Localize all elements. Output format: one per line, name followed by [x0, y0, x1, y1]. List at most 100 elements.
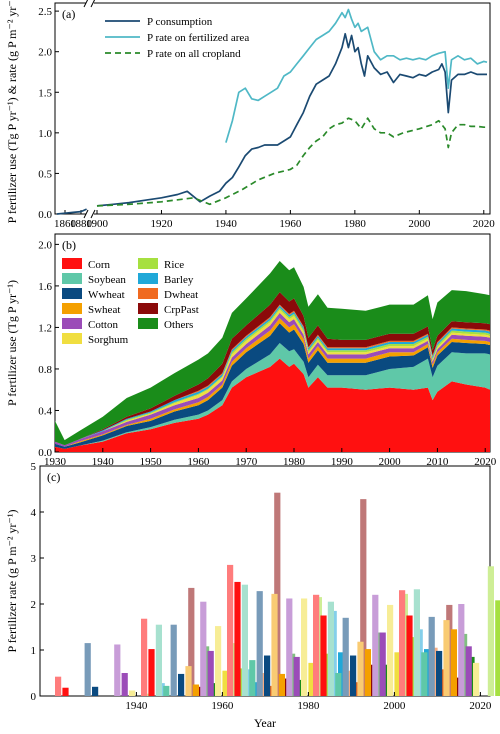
- bar-swheat: [450, 629, 457, 696]
- bar-wwheat: [350, 655, 357, 696]
- bar-cotton-pale: [372, 594, 379, 696]
- x-tick-label: 2020: [469, 700, 492, 712]
- bar-cotton: [379, 632, 386, 696]
- legend-swatch: [62, 333, 82, 344]
- y-tick-label: 0: [31, 691, 37, 703]
- x-tick-label: 1960: [187, 456, 210, 468]
- axis-break-mark: [90, 0, 96, 8]
- x-tick-label: 2020: [474, 456, 497, 468]
- x-tick-label: 1930: [44, 456, 67, 468]
- area-cotton: [55, 312, 490, 447]
- x-tick-label: 1980: [344, 218, 367, 230]
- legend-label: CrpPast: [164, 304, 199, 316]
- legend-label: Sorghum: [88, 334, 129, 346]
- bar-corn: [320, 615, 327, 696]
- bar-swheat: [192, 684, 199, 696]
- bar-swheat-pale: [357, 641, 364, 696]
- axis-break-mark: [90, 209, 96, 219]
- bar-wwheat-pale: [256, 591, 263, 696]
- bar-swheat: [278, 673, 285, 696]
- panel-a-consumption-and-rate: (a) P fertilizer use (Tg P yr⁻¹) & rate …: [5, 0, 495, 230]
- bar-crppast-pale: [360, 499, 367, 696]
- bar-sorghum: [308, 662, 315, 696]
- bar-cotton-pale: [200, 601, 207, 696]
- bar-soybean-pale: [155, 624, 162, 696]
- panel-c-ylabel: P fertilizer rate (g P m⁻² yr⁻¹): [5, 510, 19, 653]
- series-line-p-consumption: [56, 208, 87, 215]
- panel-a-ylabel: P fertilizer use (Tg P yr⁻¹) & rate (g P…: [5, 0, 19, 223]
- y-tick-label: 0.0: [38, 447, 52, 459]
- y-tick-label: 1.5: [38, 87, 52, 99]
- bar-wwheat: [92, 686, 99, 696]
- y-tick-label: 0.8: [38, 364, 52, 376]
- x-tick-label: 1940: [92, 456, 115, 468]
- axis-break-mark: [83, 0, 89, 8]
- legend-swatch: [138, 258, 158, 269]
- x-tick-label: 1980: [283, 456, 306, 468]
- y-tick-label: 3: [31, 553, 37, 565]
- x-tick-label: 1900: [86, 218, 109, 230]
- y-tick-label: 1: [31, 645, 37, 657]
- series-line-p-consumption: [96, 32, 487, 207]
- panel-c-label: (c): [47, 470, 60, 484]
- bar-soybean-pale: [241, 584, 248, 696]
- area-swheat: [55, 318, 490, 447]
- panel-c-bars: [55, 492, 500, 696]
- y-tick-label: 1.6: [38, 281, 52, 293]
- bar-cotton-pale: [286, 598, 293, 696]
- x-tick-label: 1860: [54, 218, 77, 230]
- legend-swatch: [62, 258, 82, 269]
- panel-b-crop-stacked-area: (b) P fertilizer use (Tg P yr⁻¹) 0.00.40…: [5, 233, 497, 468]
- bar-soybean-pale: [327, 601, 334, 696]
- legend-swatch: [138, 273, 158, 284]
- legend-label: P rate on all cropland: [147, 48, 241, 60]
- x-tick-label: 1990: [331, 456, 354, 468]
- axis-break-gap: [86, 0, 94, 6]
- panel-b-ylabel: P fertilizer use (Tg P yr⁻¹): [5, 280, 19, 406]
- x-tick-label: 1960: [279, 218, 302, 230]
- bar-rice: [495, 600, 500, 696]
- bar-cotton-pale: [114, 644, 121, 696]
- x-axis-title: Year: [254, 716, 276, 730]
- bar-cotton-pale: [458, 604, 465, 696]
- panel-c-axes: 0 1 2 3 4 5 1940 1960 1980 2000 2020: [31, 461, 492, 712]
- y-tick-label: 2: [31, 599, 37, 611]
- bar-wwheat-pale: [170, 624, 177, 696]
- bar-soybean-pale: [413, 589, 420, 696]
- bar-soybean: [421, 652, 428, 696]
- bar-crppast-pale: [188, 587, 195, 696]
- bar-wwheat-pale: [342, 617, 349, 696]
- y-tick-label: 2.0: [38, 239, 52, 251]
- bar-sorghum: [394, 652, 401, 696]
- panel-a-label: (a): [62, 7, 75, 21]
- legend-label: P consumption: [147, 16, 213, 28]
- x-tick-label: 1880: [70, 218, 93, 230]
- bar-wwheat: [264, 655, 271, 696]
- x-tick-label: 1960: [211, 700, 234, 712]
- bar-sorghum-pale: [387, 604, 394, 696]
- axis-break-gap: [86, 211, 94, 217]
- legend-swatch: [62, 303, 82, 314]
- area-others: [55, 261, 490, 446]
- bar-soybean: [249, 660, 256, 696]
- legend-label: P rate on fertilized area: [147, 32, 249, 44]
- legend-label: Corn: [88, 259, 111, 271]
- panel-c-crop-rate-bars: (c) P fertilizer rate (g P m⁻² yr⁻¹) 0 1 2…: [5, 461, 500, 730]
- bar-sorghum-pale: [301, 598, 308, 696]
- bar-corn: [406, 615, 413, 696]
- panel-a-frame: [54, 2, 491, 215]
- x-tick-label: 2010: [426, 456, 449, 468]
- bar-cotton: [293, 656, 300, 696]
- legend-label: Cotton: [88, 319, 118, 331]
- legend-swatch: [138, 303, 158, 314]
- legend-swatch: [62, 318, 82, 329]
- bar-sorghum-pale: [215, 626, 222, 696]
- x-tick-label: 2000: [383, 700, 406, 712]
- area-corn: [55, 358, 490, 452]
- bar-wwheat-pale: [428, 616, 435, 696]
- x-tick-label: 1920: [150, 218, 173, 230]
- area-wwheat: [55, 323, 490, 449]
- bar-corn: [148, 649, 155, 696]
